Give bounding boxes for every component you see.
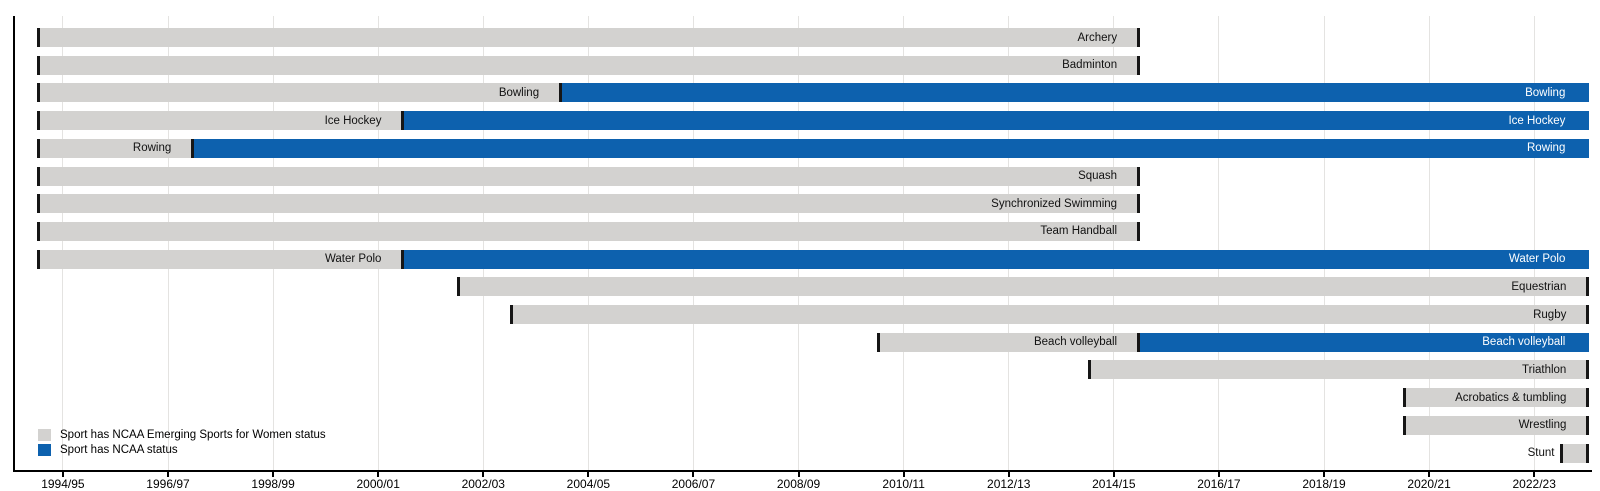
gridline-1996-97 [167,16,169,470]
bar-label-acrobatics-tumbling: Acrobatics & tumbling [1455,391,1567,404]
axis-tick-label-1998-99: 1998/99 [251,477,295,491]
bar-rowing-emerging: Rowing [36,138,195,158]
axis-tick [482,472,485,477]
axis-tick-label-2010-11: 2010/11 [882,477,925,491]
bar-label-water-polo: Water Polo [324,253,382,266]
legend-item-ncaa: Sport has NCAA status [38,442,326,457]
bar-water-polo-ncaa: Water Polo [404,249,1590,269]
bar-label-rowing: Rowing [1527,142,1566,155]
gridline-2000-01 [377,16,379,470]
axis-tick-label-2004-05: 2004/05 [566,477,611,491]
axis-tick [61,472,64,477]
axis-tick-label-2020-21: 2020/21 [1407,477,1451,491]
bar-beach-volleyball-emerging: Beach volleyball [877,332,1141,352]
bar-label-team-handball: Team Handball [1040,225,1118,238]
bar-beach-volleyball-ncaa: Beach volleyball [1140,332,1590,352]
bar-label-bowling: Bowling [1525,86,1566,99]
bar-archery-emerging: Archery [36,28,1141,47]
legend-label-emerging: Sport has NCAA Emerging Sports for Women… [60,428,326,441]
bar-label-beach-volleyball: Beach volleyball [1033,336,1118,349]
bar-synchronized-swimming-emerging: Synchronized Swimming [36,194,1141,214]
gridline-2018-19 [1323,16,1325,470]
bar-label-equestrian: Equestrian [1511,280,1567,293]
gridline-2002-03 [482,16,484,470]
axis-tick-label-2000-01: 2000/01 [356,477,400,491]
bar-wrestling-emerging: Wrestling [1402,415,1590,435]
bar-label-synchronized-swimming: Synchronized Swimming [991,197,1118,210]
x-axis-line [13,470,1592,472]
bar-label-badminton: Badminton [1062,59,1118,72]
legend-label-ncaa: Sport has NCAA status [60,443,178,456]
gridline-1994-95 [62,16,64,470]
axis-tick-label-2014-15: 2014/15 [1092,477,1136,491]
axis-tick-label-2002-03: 2002/03 [461,477,505,491]
bar-label-triathlon: Triathlon [1522,363,1567,376]
axis-tick-label-1996-97: 1996/97 [146,477,190,491]
axis-tick-label-2008-09: 2008/09 [776,477,821,491]
axis-tick [167,472,169,477]
axis-tick [1112,472,1115,477]
y-axis-line [13,16,15,472]
axis-tick [377,472,380,477]
bar-triathlon-emerging: Triathlon [1087,360,1590,380]
axis-tick [1217,472,1220,477]
bar-label-wrestling: Wrestling [1518,419,1567,432]
axis-tick [902,472,905,477]
emerging-status-swatch-icon [38,428,51,441]
bar-badminton-emerging: Badminton [36,55,1141,75]
axis-tick-label-2006-07: 2006/07 [671,477,716,491]
bar-rowing-ncaa: Rowing [194,138,1590,158]
bar-equestrian-emerging: Equestrian [457,277,1590,297]
legend-item-emerging: Sport has NCAA Emerging Sports for Women… [38,427,326,442]
gridline-2014-15 [1113,16,1115,470]
bar-bowling-emerging: Bowling [36,83,563,103]
bar-label-water-polo: Water Polo [1508,253,1566,266]
gridline-2006-07 [692,16,694,470]
legend: Sport has NCAA Emerging Sports for Women… [38,427,326,457]
bar-label-rugby: Rugby [1533,308,1567,321]
bar-label-beach-volleyball: Beach volleyball [1482,336,1566,349]
bar-rugby-emerging: Rugby [509,305,1590,324]
bar-label-squash: Squash [1078,170,1118,182]
axis-tick [1428,472,1431,477]
axis-tick-label-2018-19: 2018/19 [1302,477,1346,491]
bar-label-archery: Archery [1077,31,1118,44]
bar-ice-hockey-ncaa: Ice Hockey [404,111,1590,131]
bar-ice-hockey-emerging: Ice Hockey [36,111,405,131]
bar-label-rowing: Rowing [132,142,172,155]
bar-label-stunt: Stunt [1527,446,1555,459]
bar-label-ice-hockey: Ice Hockey [324,114,382,127]
gridline-2020-21 [1428,16,1430,470]
axis-tick-label-1994-95: 1994/95 [41,477,85,491]
gridline-2008-09 [798,16,800,470]
axis-tick [692,472,695,477]
axis-tick [1533,472,1536,477]
axis-tick [587,472,590,477]
gridline-1998-99 [272,16,274,470]
axis-tick-label-2016-17: 2016/17 [1197,477,1241,491]
bar-squash-emerging: Squash [36,166,1141,186]
axis-tick-label-2012-13: 2012/13 [987,477,1031,491]
bar-bowling-ncaa: Bowling [562,83,1590,103]
bar-acrobatics-tumbling-emerging: Acrobatics & tumbling [1402,388,1590,408]
bar-label-bowling: Bowling [498,86,540,99]
axis-tick [1007,472,1010,477]
bar-water-polo-emerging: Water Polo [36,249,405,269]
bar-stunt-emerging [1560,443,1590,463]
axis-tick [797,472,800,477]
gridline-2004-05 [587,16,589,470]
gridline-2022-23 [1533,16,1535,470]
gridline-2010-11 [903,16,905,470]
ncaa-status-swatch-icon [38,443,51,456]
bar-label-ice-hockey: Ice Hockey [1508,114,1566,127]
gridline-2012-13 [1008,16,1010,470]
gridline-2016-17 [1218,16,1220,470]
axis-tick [1323,472,1326,477]
bar-team-handball-emerging: Team Handball [36,221,1141,241]
axis-tick-label-2022-23: 2022/23 [1512,477,1556,491]
axis-tick [272,472,275,477]
